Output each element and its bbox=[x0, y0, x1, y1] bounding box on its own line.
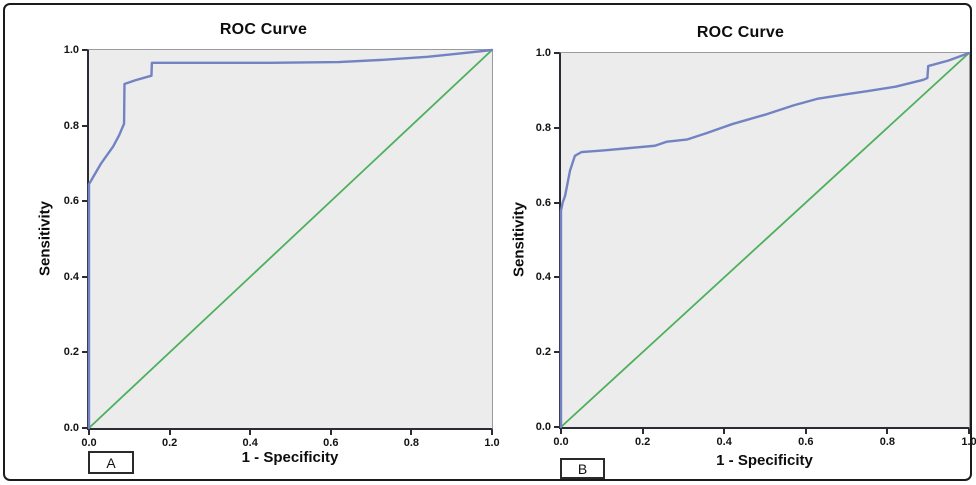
y-tick-label: 0.2 bbox=[535, 346, 551, 359]
y-tick-label: 0.0 bbox=[63, 422, 79, 434]
y-tick-label: 0.8 bbox=[535, 121, 551, 134]
x-tick-mark bbox=[249, 430, 252, 435]
roc-chart-svg-b bbox=[561, 53, 969, 427]
y-tick-label: 0.2 bbox=[63, 346, 79, 359]
y-tick-mark bbox=[554, 351, 559, 354]
figure-frame: ROC Curve Sensitivity 0.0 0.2 0.4 0.6 0.8 1.0… bbox=[3, 3, 976, 481]
panel-label-a: A bbox=[106, 454, 116, 471]
y-tick-mark bbox=[82, 275, 87, 278]
y-tick-label: 1.0 bbox=[63, 44, 79, 56]
y-tick-label: 1.0 bbox=[535, 47, 551, 59]
y-tick-mark bbox=[82, 351, 87, 354]
x-tick-label: 0.2 bbox=[634, 436, 651, 448]
y-tick-mark bbox=[82, 200, 87, 203]
y-tick-mark bbox=[82, 124, 87, 127]
x-tick-mark bbox=[804, 429, 807, 434]
y-tick-label: 0.0 bbox=[535, 421, 551, 433]
plot-area-a: 0.0 0.2 0.4 0.6 0.8 1.0 0.0 0.2 0.4 0.6 0.8 1.0 bbox=[64, 44, 500, 449]
x-tick-label: 0.0 bbox=[553, 436, 569, 448]
y-tick-mark bbox=[554, 126, 559, 129]
roc-chart-svg-a bbox=[89, 50, 492, 428]
x-tick-label: 1.0 bbox=[484, 437, 500, 449]
x-tick-mark bbox=[168, 430, 171, 435]
x-tick-mark bbox=[886, 429, 889, 434]
y-tick-mark bbox=[554, 426, 559, 428]
y-tick-label: 0.4 bbox=[535, 271, 551, 284]
y-tick-mark bbox=[554, 52, 559, 54]
x-tick-label: 0.6 bbox=[323, 437, 339, 449]
roc-curve bbox=[89, 50, 492, 428]
y-tick-label: 0.6 bbox=[63, 195, 79, 208]
panel-label-box-a: A bbox=[88, 451, 134, 474]
x-tick-label: 0.2 bbox=[161, 437, 178, 449]
x-tick-mark bbox=[641, 429, 644, 434]
reference-line bbox=[89, 50, 492, 428]
y-tick-label: 0.6 bbox=[535, 196, 551, 209]
x-tick-label: 1.0 bbox=[961, 436, 976, 448]
x-tick-mark bbox=[88, 430, 90, 435]
roc-curve bbox=[561, 53, 969, 427]
y-tick-label: 0.8 bbox=[63, 119, 79, 132]
roc-panel-a: ROC Curve Sensitivity 0.0 0.2 0.4 0.6 0.8 1.0… bbox=[5, 5, 970, 479]
x-tick-mark bbox=[410, 430, 413, 435]
x-tick-mark bbox=[723, 429, 726, 434]
chart-title-a: ROC Curve bbox=[219, 21, 308, 38]
y-tick-mark bbox=[554, 201, 559, 204]
x-tick-label: 0.4 bbox=[242, 437, 258, 449]
x-tick-mark bbox=[329, 430, 332, 435]
panel-label-box-b: B bbox=[560, 458, 605, 479]
y-axis-label-b: Sensitivity bbox=[510, 201, 528, 278]
reference-line bbox=[561, 53, 969, 427]
y-tick-mark bbox=[82, 427, 87, 429]
x-tick-mark bbox=[491, 430, 493, 435]
y-tick-mark bbox=[82, 49, 87, 51]
x-tick-label: 0.8 bbox=[879, 436, 896, 448]
panel-label-b: B bbox=[577, 460, 588, 477]
x-tick-label: 0.0 bbox=[81, 437, 97, 449]
chart-title-b: ROC Curve bbox=[696, 24, 785, 41]
x-tick-label: 0.6 bbox=[798, 436, 814, 448]
x-axis-label-b: 1 - Specificity bbox=[716, 452, 813, 469]
roc-panel-b: ROC Curve Sensitivity 0.0 0.2 0.4 0.6 0.8 1.0… bbox=[5, 5, 976, 479]
x-axis-label-a: 1 - Specificity bbox=[241, 449, 339, 466]
x-tick-label: 0.4 bbox=[716, 436, 732, 448]
plot-area-b: 0.0 0.2 0.4 0.6 0.8 1.0 0.0 0.2 0.4 0.6 0.8 1.0 bbox=[536, 47, 976, 448]
y-tick-mark bbox=[554, 276, 559, 279]
x-tick-mark bbox=[560, 429, 562, 434]
y-tick-label: 0.4 bbox=[63, 270, 79, 283]
x-tick-mark bbox=[968, 429, 970, 434]
x-tick-label: 0.8 bbox=[403, 437, 420, 449]
